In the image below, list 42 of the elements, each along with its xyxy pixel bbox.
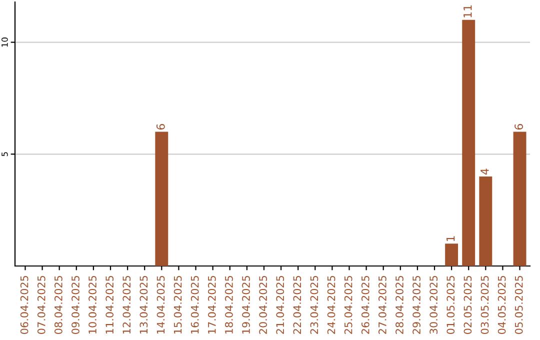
y-tick-label: 5 <box>2 152 8 156</box>
y-tick-label: 10 <box>2 38 8 47</box>
bar <box>513 132 526 266</box>
x-tick-label: 15.04.2025 <box>174 276 182 334</box>
x-tick-label: 14.04.2025 <box>156 276 165 334</box>
bar <box>445 244 458 266</box>
bar <box>479 176 492 266</box>
x-tick-label: 02.05.2025 <box>464 276 472 334</box>
x-tick-label: 08.04.2025 <box>54 276 62 334</box>
bar <box>155 132 168 266</box>
x-tick-label: 28.04.2025 <box>396 276 404 334</box>
data-label: 4 <box>480 168 489 175</box>
bar <box>462 20 476 266</box>
data-label: 6 <box>514 124 523 130</box>
x-tick-label: 24.04.2025 <box>327 276 336 334</box>
x-tick-label: 07.04.2025 <box>37 276 46 334</box>
x-tick-label: 12.04.2025 <box>122 276 131 334</box>
x-tick-label: 01.05.2025 <box>446 276 455 334</box>
x-tick-label: 09.04.2025 <box>72 276 80 334</box>
x-tick-label: 16.04.2025 <box>190 276 199 334</box>
x-tick-label: 19.04.2025 <box>242 276 250 334</box>
x-tick-label: 05.05.2025 <box>514 276 523 334</box>
x-tick-label: 29.04.2025 <box>412 276 420 334</box>
x-tick-label: 22.04.2025 <box>293 276 302 334</box>
x-tick-label: 18.04.2025 <box>225 276 233 334</box>
x-tick-label: 26.04.2025 <box>361 276 370 334</box>
data-label: 11 <box>464 5 472 18</box>
x-tick-label: 11.04.2025 <box>106 276 114 334</box>
x-tick-label: 21.04.2025 <box>276 276 284 334</box>
data-label: 6 <box>156 124 165 130</box>
x-tick-label: 10.04.2025 <box>88 276 96 334</box>
x-tick-label: 27.04.2025 <box>378 276 386 334</box>
data-label: 1 <box>446 236 455 242</box>
x-tick-label: 06.04.2025 <box>20 276 28 334</box>
x-tick-label: 04.05.2025 <box>498 276 506 334</box>
x-tick-label: 17.04.2025 <box>208 276 216 334</box>
x-tick-label: 30.04.2025 <box>430 276 438 334</box>
x-tick-label: 13.04.2025 <box>140 276 148 334</box>
x-tick-label: 03.05.2025 <box>480 276 489 334</box>
x-tick-label: 25.04.2025 <box>344 276 352 334</box>
x-tick-label: 23.04.2025 <box>310 276 318 334</box>
x-tick-label: 20.04.2025 <box>259 276 267 334</box>
